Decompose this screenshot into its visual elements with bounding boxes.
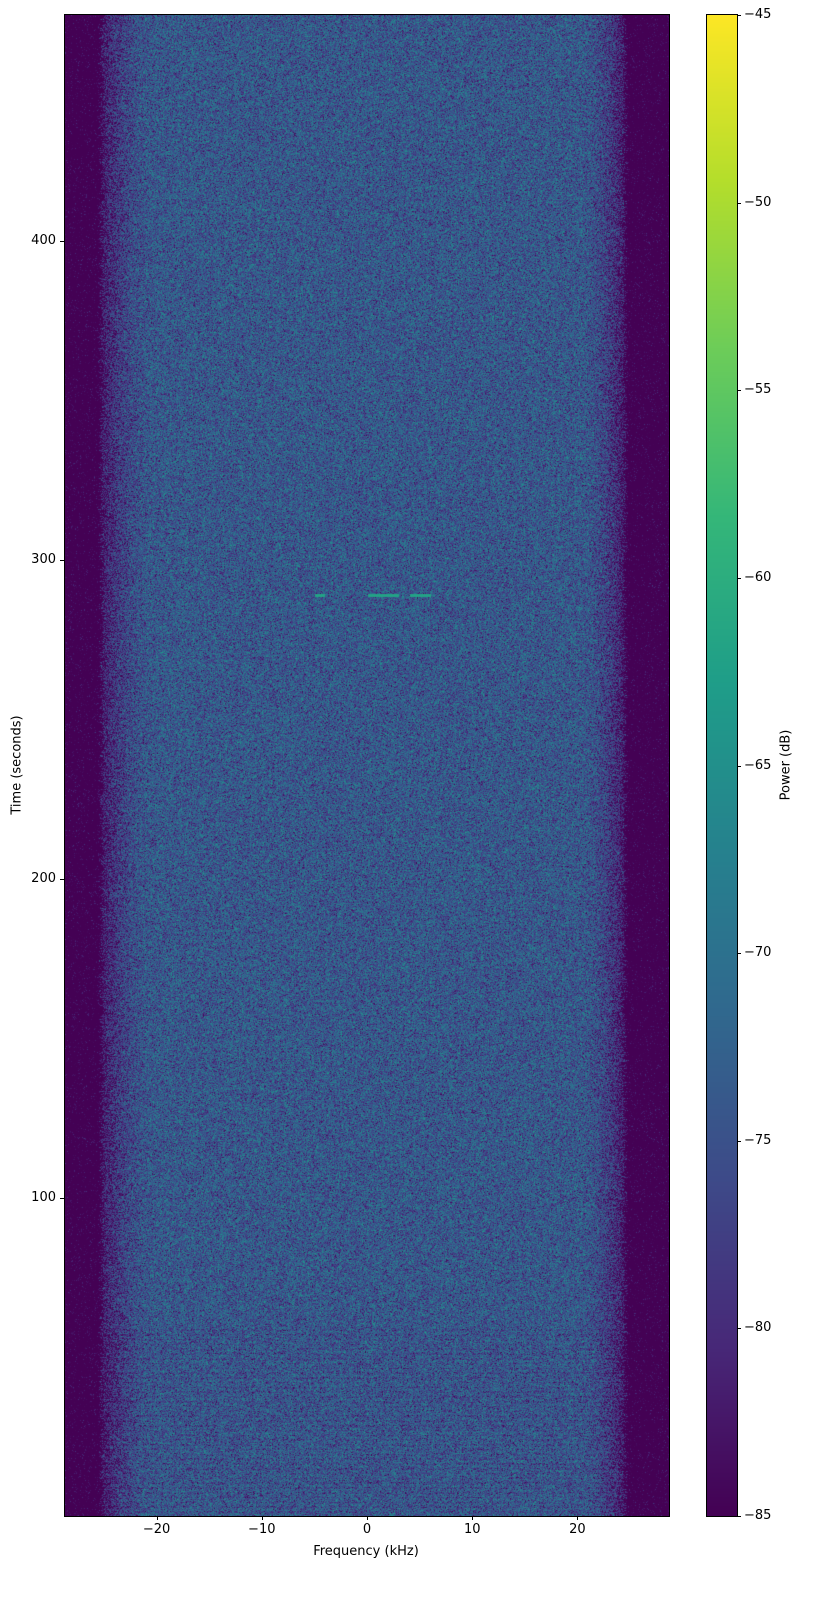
spectrogram-plot-area: [65, 15, 669, 1516]
x-tick-label: 0: [362, 1522, 372, 1537]
colorbar-label: Power (dB): [778, 729, 794, 801]
x-tick-label: −20: [142, 1522, 171, 1537]
x-tick-mark: [472, 1516, 473, 1520]
colorbar-tick-mark: [737, 953, 741, 954]
colorbar-tick-mark: [737, 1516, 741, 1517]
y-tick-mark: [60, 879, 64, 880]
colorbar-tick-label: −55: [744, 382, 772, 398]
colorbar-tick-label: −60: [744, 569, 772, 585]
y-tick-mark: [60, 560, 64, 561]
colorbar-tick-mark: [737, 1328, 741, 1329]
colorbar-tick-label: −50: [744, 194, 772, 210]
x-tick-label: −10: [248, 1522, 276, 1537]
colorbar-tick-label: −75: [744, 1132, 772, 1148]
colorbar-tick-label: −80: [744, 1320, 772, 1336]
x-tick-mark: [262, 1516, 263, 1520]
y-tick-mark: [60, 241, 64, 242]
colorbar: [707, 15, 737, 1516]
x-tick-label: 20: [569, 1522, 586, 1537]
colorbar-tick-mark: [737, 578, 741, 579]
colorbar-tick-mark: [737, 203, 741, 204]
colorbar-tick-mark: [737, 15, 741, 16]
colorbar-tick-label: −45: [744, 7, 772, 22]
y-tick-label: 100: [31, 1189, 56, 1205]
y-axis-label: Time (seconds): [9, 715, 25, 815]
colorbar-tick-label: −70: [744, 945, 772, 961]
colorbar-tick-mark: [737, 390, 741, 391]
y-tick-label: 200: [31, 870, 56, 886]
colorbar-tick-mark: [737, 1141, 741, 1142]
x-tick-label: 10: [463, 1522, 481, 1537]
y-tick-label: 300: [31, 551, 56, 567]
x-tick-mark: [367, 1516, 368, 1520]
colorbar-tick-label: −65: [744, 757, 772, 773]
y-tick-label: 400: [31, 232, 56, 248]
spectrogram-heatmap: [65, 15, 669, 1516]
colorbar-tick-mark: [737, 766, 741, 767]
x-tick-mark: [157, 1516, 158, 1520]
x-tick-mark: [577, 1516, 578, 1520]
colorbar-tick-label: −85: [744, 1508, 772, 1523]
x-axis-label: Frequency (kHz): [313, 1544, 419, 1559]
y-tick-mark: [60, 1198, 64, 1199]
